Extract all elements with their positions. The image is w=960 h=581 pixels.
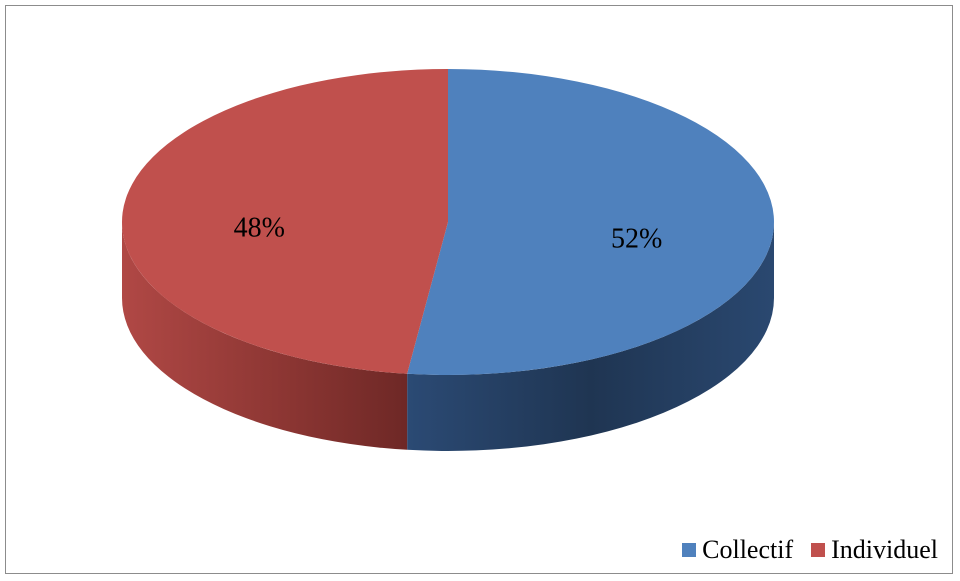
legend-item-collectif: Collectif <box>682 535 793 565</box>
legend-item-individuel: Individuel <box>811 535 938 565</box>
pie-slice-individuel <box>121 69 448 374</box>
data-label-collectif: 52% <box>611 224 662 255</box>
legend-label-individuel: Individuel <box>831 535 938 564</box>
pie-side-collectif <box>407 222 774 451</box>
data-label-individuel: 48% <box>234 212 285 243</box>
legend-swatch-collectif <box>682 543 697 557</box>
legend-label-collectif: Collectif <box>702 535 794 564</box>
pie-side-individuel <box>122 222 408 450</box>
pie-slice-collectif <box>407 69 774 375</box>
legend: Collectif Individuel <box>682 535 938 565</box>
legend-swatch-individuel <box>811 543 826 557</box>
